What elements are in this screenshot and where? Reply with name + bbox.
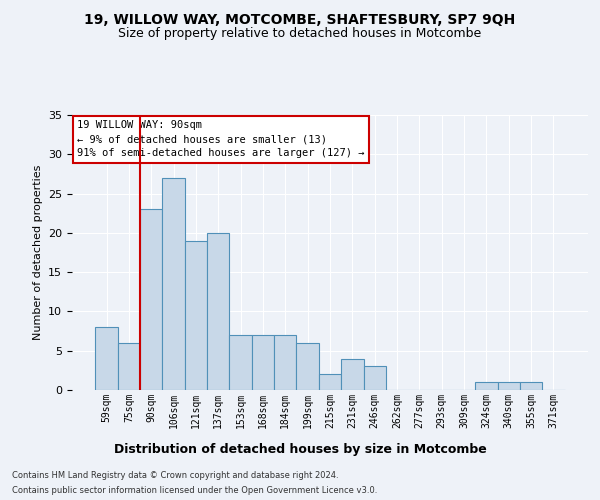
Bar xyxy=(497,382,520,390)
Text: 19 WILLOW WAY: 90sqm
← 9% of detached houses are smaller (13)
91% of semi-detach: 19 WILLOW WAY: 90sqm ← 9% of detached ho… xyxy=(77,120,365,158)
Bar xyxy=(520,382,542,390)
Bar xyxy=(140,210,163,390)
Text: Contains public sector information licensed under the Open Government Licence v3: Contains public sector information licen… xyxy=(12,486,377,495)
Bar xyxy=(118,343,140,390)
Bar xyxy=(185,240,207,390)
Bar xyxy=(296,343,319,390)
Bar xyxy=(341,358,364,390)
Bar xyxy=(475,382,497,390)
Text: Size of property relative to detached houses in Motcombe: Size of property relative to detached ho… xyxy=(118,28,482,40)
Bar xyxy=(274,335,296,390)
Bar xyxy=(163,178,185,390)
Bar xyxy=(207,233,229,390)
Bar xyxy=(364,366,386,390)
Text: 19, WILLOW WAY, MOTCOMBE, SHAFTESBURY, SP7 9QH: 19, WILLOW WAY, MOTCOMBE, SHAFTESBURY, S… xyxy=(85,12,515,26)
Bar xyxy=(229,335,252,390)
Bar xyxy=(319,374,341,390)
Text: Contains HM Land Registry data © Crown copyright and database right 2024.: Contains HM Land Registry data © Crown c… xyxy=(12,471,338,480)
Y-axis label: Number of detached properties: Number of detached properties xyxy=(32,165,43,340)
Text: Distribution of detached houses by size in Motcombe: Distribution of detached houses by size … xyxy=(113,442,487,456)
Bar xyxy=(95,327,118,390)
Bar xyxy=(252,335,274,390)
